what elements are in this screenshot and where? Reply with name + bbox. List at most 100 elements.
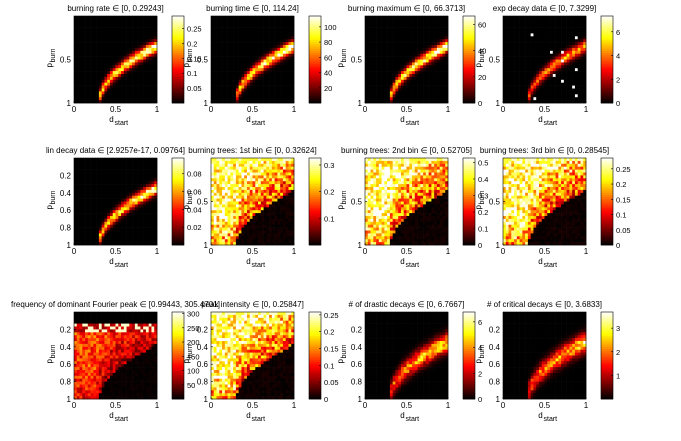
heatmap-cell bbox=[93, 199, 96, 202]
heatmap-cell bbox=[286, 83, 289, 86]
heatmap-cell bbox=[233, 16, 236, 19]
colorbar-tick-label: 0.25 bbox=[187, 25, 202, 34]
heatmap-cell bbox=[93, 89, 96, 92]
heatmap-cell bbox=[129, 80, 132, 83]
heatmap-cell bbox=[522, 48, 525, 51]
heatmap-cell bbox=[545, 74, 548, 77]
heatmap-cell bbox=[80, 54, 83, 57]
heatmap-cell bbox=[371, 83, 374, 86]
heatmap-cell bbox=[253, 39, 256, 42]
heatmap-cell bbox=[116, 33, 119, 36]
heatmap-cell bbox=[138, 225, 141, 228]
heatmap-cell bbox=[575, 60, 578, 63]
heatmap-cell bbox=[85, 25, 88, 28]
heatmap-cell bbox=[217, 65, 220, 68]
heatmap-cell bbox=[384, 19, 387, 22]
heatmap-cell bbox=[531, 57, 534, 60]
heatmap-cell bbox=[578, 16, 581, 19]
heatmap-cell bbox=[429, 86, 432, 89]
heatmap-cell bbox=[96, 57, 99, 60]
heatmap-cell bbox=[550, 31, 553, 34]
heatmap-cell bbox=[222, 25, 225, 28]
heatmap-cell bbox=[288, 54, 291, 57]
heatmap-cell bbox=[99, 175, 102, 178]
heatmap-cell bbox=[550, 74, 553, 77]
heatmap-cell bbox=[107, 161, 110, 164]
heatmap-cell bbox=[236, 42, 239, 45]
heatmap-cell bbox=[74, 216, 77, 219]
heatmap-cell bbox=[138, 190, 141, 193]
heatmap-cell bbox=[88, 236, 91, 239]
heatmap-cell bbox=[522, 74, 525, 77]
heatmap-cell bbox=[556, 71, 559, 74]
heatmap-cell bbox=[503, 86, 506, 89]
heatmap-cell bbox=[520, 25, 523, 28]
heatmap-cell bbox=[429, 80, 432, 83]
heatmap-cell bbox=[382, 74, 385, 77]
heatmap-cell bbox=[149, 175, 152, 178]
heatmap-cell bbox=[124, 60, 127, 63]
heatmap-cell bbox=[143, 51, 146, 54]
heatmap-cell bbox=[531, 33, 534, 36]
heatmap-cell bbox=[140, 175, 143, 178]
heatmap-cell bbox=[572, 48, 575, 51]
heatmap-cell bbox=[116, 181, 119, 184]
heatmap-cell bbox=[214, 80, 217, 83]
heatmap-cell bbox=[77, 65, 80, 68]
heatmap-cell bbox=[250, 25, 253, 28]
heatmap-cell bbox=[547, 22, 550, 25]
heatmap-cell bbox=[558, 54, 561, 57]
heatmap-cell bbox=[244, 31, 247, 34]
heatmap-cell bbox=[124, 173, 127, 176]
heatmap-cell bbox=[211, 89, 214, 92]
heatmap-cell bbox=[266, 94, 269, 97]
heatmap-cell bbox=[561, 89, 564, 92]
heatmap-cell bbox=[104, 239, 107, 242]
heatmap-cell bbox=[277, 74, 280, 77]
heatmap-cell bbox=[96, 48, 99, 51]
heatmap-cell bbox=[91, 190, 94, 193]
heatmap-cell bbox=[113, 94, 116, 97]
heatmap-cell bbox=[236, 94, 239, 97]
heatmap-cell bbox=[135, 91, 138, 94]
heatmap-cell bbox=[569, 48, 572, 51]
heatmap-cell bbox=[520, 65, 523, 68]
heatmap-cell bbox=[118, 51, 121, 54]
heatmap-cell bbox=[539, 83, 542, 86]
heatmap-cell bbox=[258, 83, 261, 86]
heatmap-cell bbox=[214, 54, 217, 57]
heatmap-cell bbox=[124, 190, 127, 193]
heatmap-cell bbox=[85, 31, 88, 34]
heatmap-cell bbox=[407, 80, 410, 83]
heatmap-cell bbox=[434, 62, 437, 65]
heatmap-cell bbox=[384, 16, 387, 19]
heatmap-cell bbox=[250, 62, 253, 65]
heatmap-cell bbox=[387, 89, 390, 92]
heatmap-cell bbox=[561, 86, 564, 89]
heatmap-cell bbox=[127, 204, 130, 207]
heatmap-cell bbox=[277, 91, 280, 94]
heatmap-cell bbox=[431, 74, 434, 77]
heatmap-cell bbox=[127, 181, 130, 184]
heatmap-cell bbox=[578, 80, 581, 83]
heatmap-cell bbox=[373, 71, 376, 74]
heatmap-cell bbox=[550, 60, 553, 63]
heatmap-cell bbox=[93, 233, 96, 236]
heatmap-cell bbox=[91, 22, 94, 25]
heatmap-cell bbox=[143, 62, 146, 65]
heatmap-cell bbox=[567, 57, 570, 60]
heatmap-cell bbox=[545, 57, 548, 60]
heatmap-cell bbox=[104, 190, 107, 193]
heatmap-cell bbox=[124, 86, 127, 89]
heatmap-cell bbox=[250, 28, 253, 31]
heatmap-cell bbox=[384, 57, 387, 60]
heatmap-cell bbox=[528, 33, 531, 36]
heatmap-cell bbox=[151, 231, 154, 234]
heatmap-cell bbox=[420, 97, 423, 100]
heatmap-cell bbox=[110, 190, 113, 193]
heatmap-cell bbox=[569, 42, 572, 45]
heatmap-cell bbox=[272, 36, 275, 39]
heatmap-cell bbox=[525, 51, 528, 54]
heatmap-cell bbox=[409, 77, 412, 80]
heatmap-cell bbox=[255, 33, 258, 36]
